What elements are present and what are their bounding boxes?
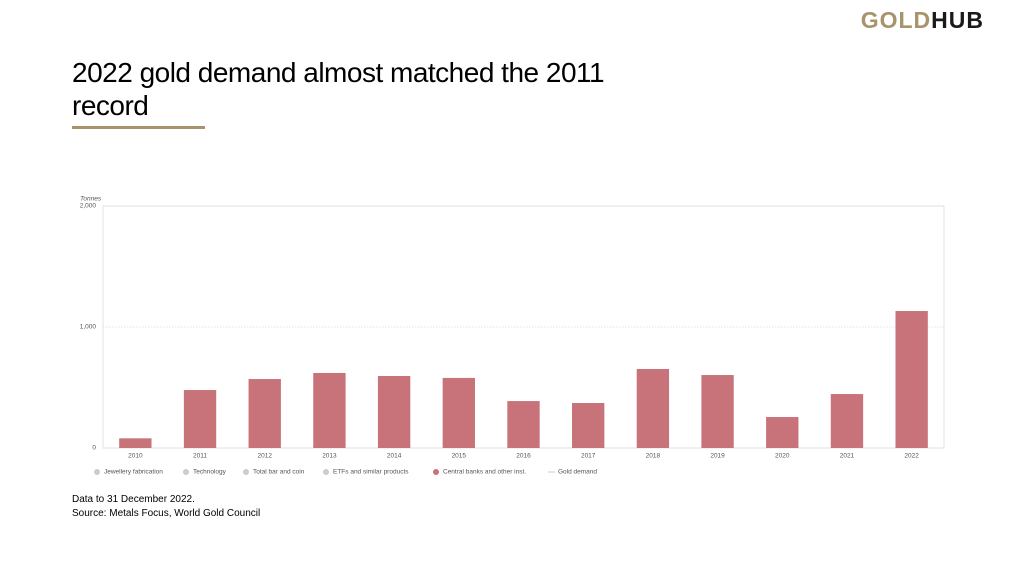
legend-label: ETFs and similar products	[333, 469, 409, 476]
bar	[442, 377, 475, 448]
bar	[119, 438, 152, 448]
chart-title: 2022 gold demand almost matched the 2011…	[72, 57, 605, 121]
legend-label: Technology	[193, 469, 227, 476]
x-tick-label: 2016	[516, 453, 531, 460]
x-tick-label: 2014	[387, 453, 402, 460]
x-tick-label: 2011	[193, 453, 207, 460]
x-tick-label: 2019	[710, 453, 725, 460]
bar	[572, 402, 605, 448]
x-tick-label: 2022	[904, 453, 919, 460]
x-tick-label: 2020	[775, 453, 790, 460]
x-tick-label: 2015	[452, 453, 467, 460]
bar	[766, 417, 799, 448]
y-tick-label: 1,000	[80, 324, 97, 331]
legend-dot	[94, 469, 100, 475]
x-tick-label: 2010	[128, 453, 143, 460]
legend-dot	[243, 469, 249, 475]
y-tick-label: 0	[92, 445, 96, 452]
logo-gold: GOLD	[860, 7, 932, 33]
y-tick-label: 2,000	[80, 203, 97, 210]
logo-hub: HUB	[931, 7, 984, 33]
legend-dot	[323, 469, 329, 475]
legend-dot	[433, 469, 439, 475]
bar	[377, 376, 411, 448]
bar	[830, 394, 864, 448]
x-tick-label: 2012	[257, 453, 272, 460]
logo: GOLDHUB	[861, 7, 984, 34]
bar	[313, 372, 346, 448]
y-axis-label: Tonnes	[80, 196, 102, 203]
bar	[507, 401, 540, 448]
legend-label: Central banks and other inst.	[443, 469, 526, 476]
legend-dot	[183, 469, 189, 475]
x-tick-label: 2013	[322, 453, 337, 460]
x-tick-label: 2018	[646, 453, 661, 460]
bar	[636, 368, 670, 448]
bar	[183, 390, 217, 448]
bar	[895, 311, 928, 448]
note: Source: Metals Focus, World Gold Council	[72, 508, 261, 519]
legend-label: Total bar and coin	[253, 469, 305, 476]
legend-label: Jewellery fabrication	[104, 469, 163, 476]
x-tick-label: 2017	[581, 453, 596, 460]
title-rule	[72, 126, 205, 129]
bar	[701, 375, 734, 448]
note: Data to 31 December 2022.	[72, 494, 195, 505]
notes: Data to 31 December 2022. Source: Metals…	[72, 493, 260, 521]
x-tick-label: 2021	[840, 453, 855, 460]
legend-label: Gold demand	[558, 469, 597, 476]
bar	[248, 379, 281, 448]
